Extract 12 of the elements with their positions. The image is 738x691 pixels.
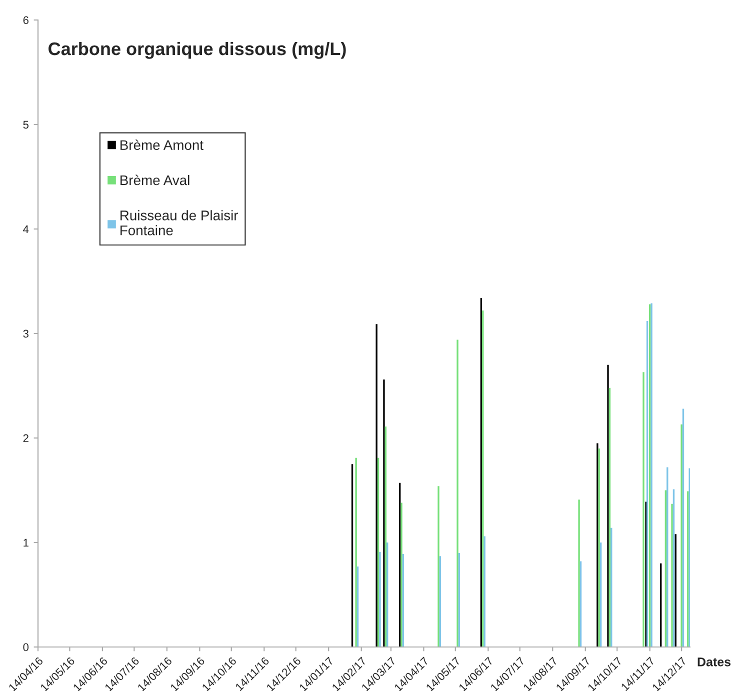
text: Carbone organique dissous (mg/L) (48, 42, 346, 59)
legend-label: Brème Aval (120, 174, 190, 186)
legend-label: Ruisseau de Plaisir Fontaine (120, 210, 238, 236)
y-tick-label: 3 (23, 330, 28, 338)
y-tick-label: 1 (24, 538, 28, 547)
y-tick-label: 4 (23, 225, 29, 234)
y-tick-label: 0 (23, 643, 29, 652)
y-tick-label: 5 (23, 120, 29, 129)
legend-label: Brème Amont (120, 140, 204, 150)
y-tick-label: 6 (23, 16, 28, 24)
y-tick-label: 2 (23, 434, 28, 442)
x-axis-title: Dates (698, 658, 731, 666)
